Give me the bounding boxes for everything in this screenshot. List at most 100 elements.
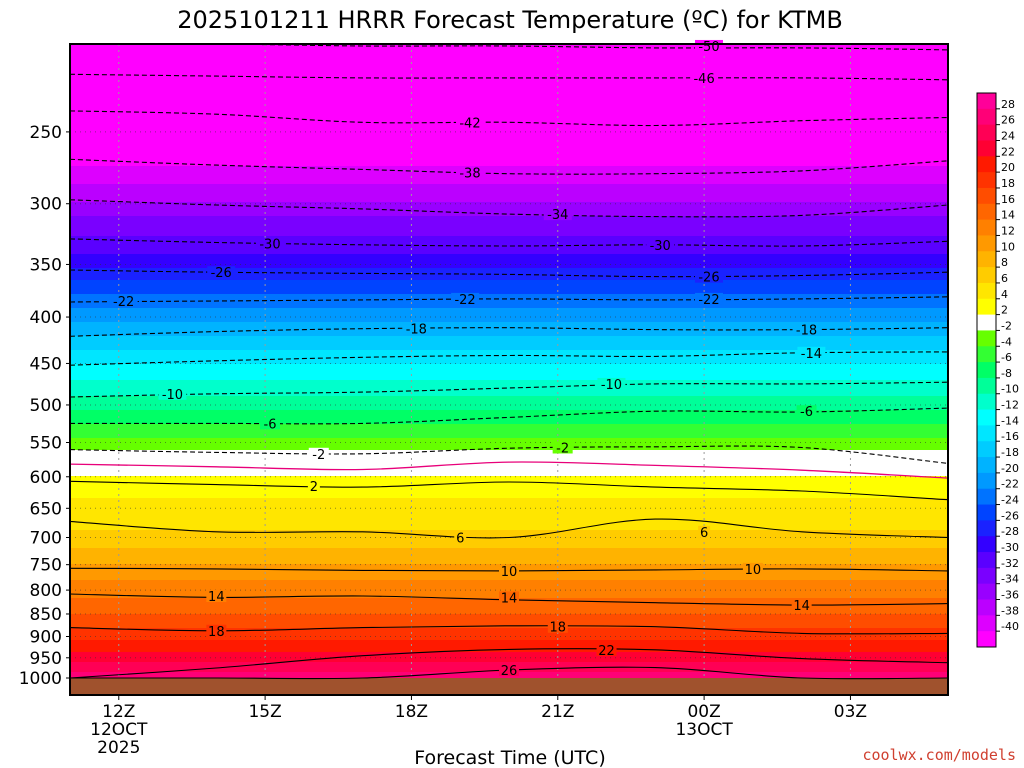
isotherm-label: 2 (310, 480, 318, 495)
isotherm-label: -2 (312, 448, 325, 463)
temperature-band (70, 396, 948, 399)
temperature-band (70, 224, 948, 227)
temperature-band (70, 132, 948, 135)
temperature-band (70, 216, 948, 219)
temperature-band (70, 138, 948, 141)
temperature-band (70, 562, 948, 565)
temperature-band (70, 272, 948, 275)
temperature-band (70, 120, 948, 123)
temperature-band (70, 608, 948, 611)
temperature-band (70, 150, 948, 153)
isotherm-label-background (259, 417, 280, 430)
temperature-band (70, 168, 948, 171)
temperature-band (70, 440, 948, 443)
colorbar-frame (976, 92, 997, 648)
temperature-band (70, 322, 948, 325)
colorbar-swatch (977, 346, 996, 363)
temperature-band (70, 458, 948, 461)
temperature-band (70, 234, 948, 237)
isotherm-label: 10 (501, 565, 518, 580)
y-tick-label: 700 (30, 528, 62, 548)
temperature-band (70, 414, 948, 417)
temperature-band (70, 382, 948, 385)
temperature-band (70, 110, 948, 113)
isotherm-label: 18 (208, 625, 225, 640)
colorbar-label: -12 (1001, 399, 1019, 412)
temperature-band (70, 418, 948, 421)
temperature-band (70, 286, 948, 289)
isotherm-label-background (552, 441, 573, 454)
plot-area: -50-46-42-38-34-30 -30-26 -26-22 -22 -22-18-… (69, 39, 949, 696)
temperature-band (70, 504, 948, 507)
temperature-band (70, 606, 948, 609)
temperature-band (70, 550, 948, 553)
temperature-band (70, 288, 948, 291)
colorbar-label: -20 (1001, 462, 1019, 475)
colorbar-swatch (977, 583, 996, 601)
temperature-band (70, 80, 948, 83)
isotherm-label-background (791, 599, 812, 612)
x-tick-label: 03Z (834, 702, 867, 722)
colorbar-label: 10 (1001, 240, 1015, 253)
y-tick-label: 800 (30, 581, 62, 601)
temperature-band (70, 242, 948, 245)
temperature-band (70, 98, 948, 101)
temperature-band (70, 194, 948, 197)
temperature-band (70, 54, 948, 57)
temperature-band (70, 560, 948, 563)
isotherm-line (69, 110, 949, 127)
temperature-band (70, 324, 948, 327)
x-tick-label: 18Z (395, 702, 428, 722)
temperature-band (70, 184, 948, 187)
temperature-band (70, 260, 948, 263)
temperature-band (70, 468, 948, 471)
colorbar-swatch (977, 504, 996, 521)
temperature-band (70, 304, 948, 307)
y-tick-label: 250 (30, 123, 62, 143)
isotherm-label: -30 (259, 238, 280, 253)
x-tick-label: 13OCT (675, 720, 733, 740)
temperature-band (70, 534, 948, 537)
temperature-band (70, 552, 948, 555)
temperature-band (70, 122, 948, 125)
temperature-band (70, 376, 948, 379)
temperature-band (70, 354, 948, 357)
temperature-band (70, 446, 948, 449)
temperature-band (70, 302, 948, 305)
isotherm-line (69, 296, 949, 303)
isotherm-label-background (596, 643, 617, 656)
temperature-band (70, 646, 948, 649)
isotherm-label: 26 (501, 664, 518, 679)
temperature-band (70, 486, 948, 489)
colorbar-swatch (977, 314, 996, 331)
temperature-band (70, 340, 948, 343)
temperature-band (70, 78, 948, 81)
temperature-band (70, 254, 948, 257)
temperature-band (70, 62, 948, 65)
temperature-band (70, 52, 948, 55)
temperature-band (70, 462, 948, 465)
colorbar-label: -16 (1001, 430, 1019, 443)
colorbar-label: -34 (1001, 573, 1019, 586)
temperature-band (70, 44, 948, 47)
temperature-band (70, 580, 948, 583)
y-tick-label: 300 (30, 195, 62, 215)
colorbar-swatch (977, 156, 996, 173)
temperature-band (70, 638, 948, 641)
temperature-band (70, 328, 948, 331)
temperature-band (70, 348, 948, 351)
temperature-band (70, 218, 948, 221)
temperature-band (70, 422, 948, 425)
temperature-band (70, 522, 948, 525)
temperature-band (70, 362, 948, 365)
temperature-band (70, 248, 948, 251)
temperature-band (70, 654, 948, 657)
temperature-band (70, 624, 948, 627)
isotherm-label-background (547, 620, 568, 633)
temperature-band (70, 520, 948, 523)
isotherm-label-background (698, 525, 711, 538)
isotherm-label-background (499, 591, 519, 604)
temperature-band (70, 618, 948, 621)
colorbar-label: -22 (1001, 478, 1019, 491)
